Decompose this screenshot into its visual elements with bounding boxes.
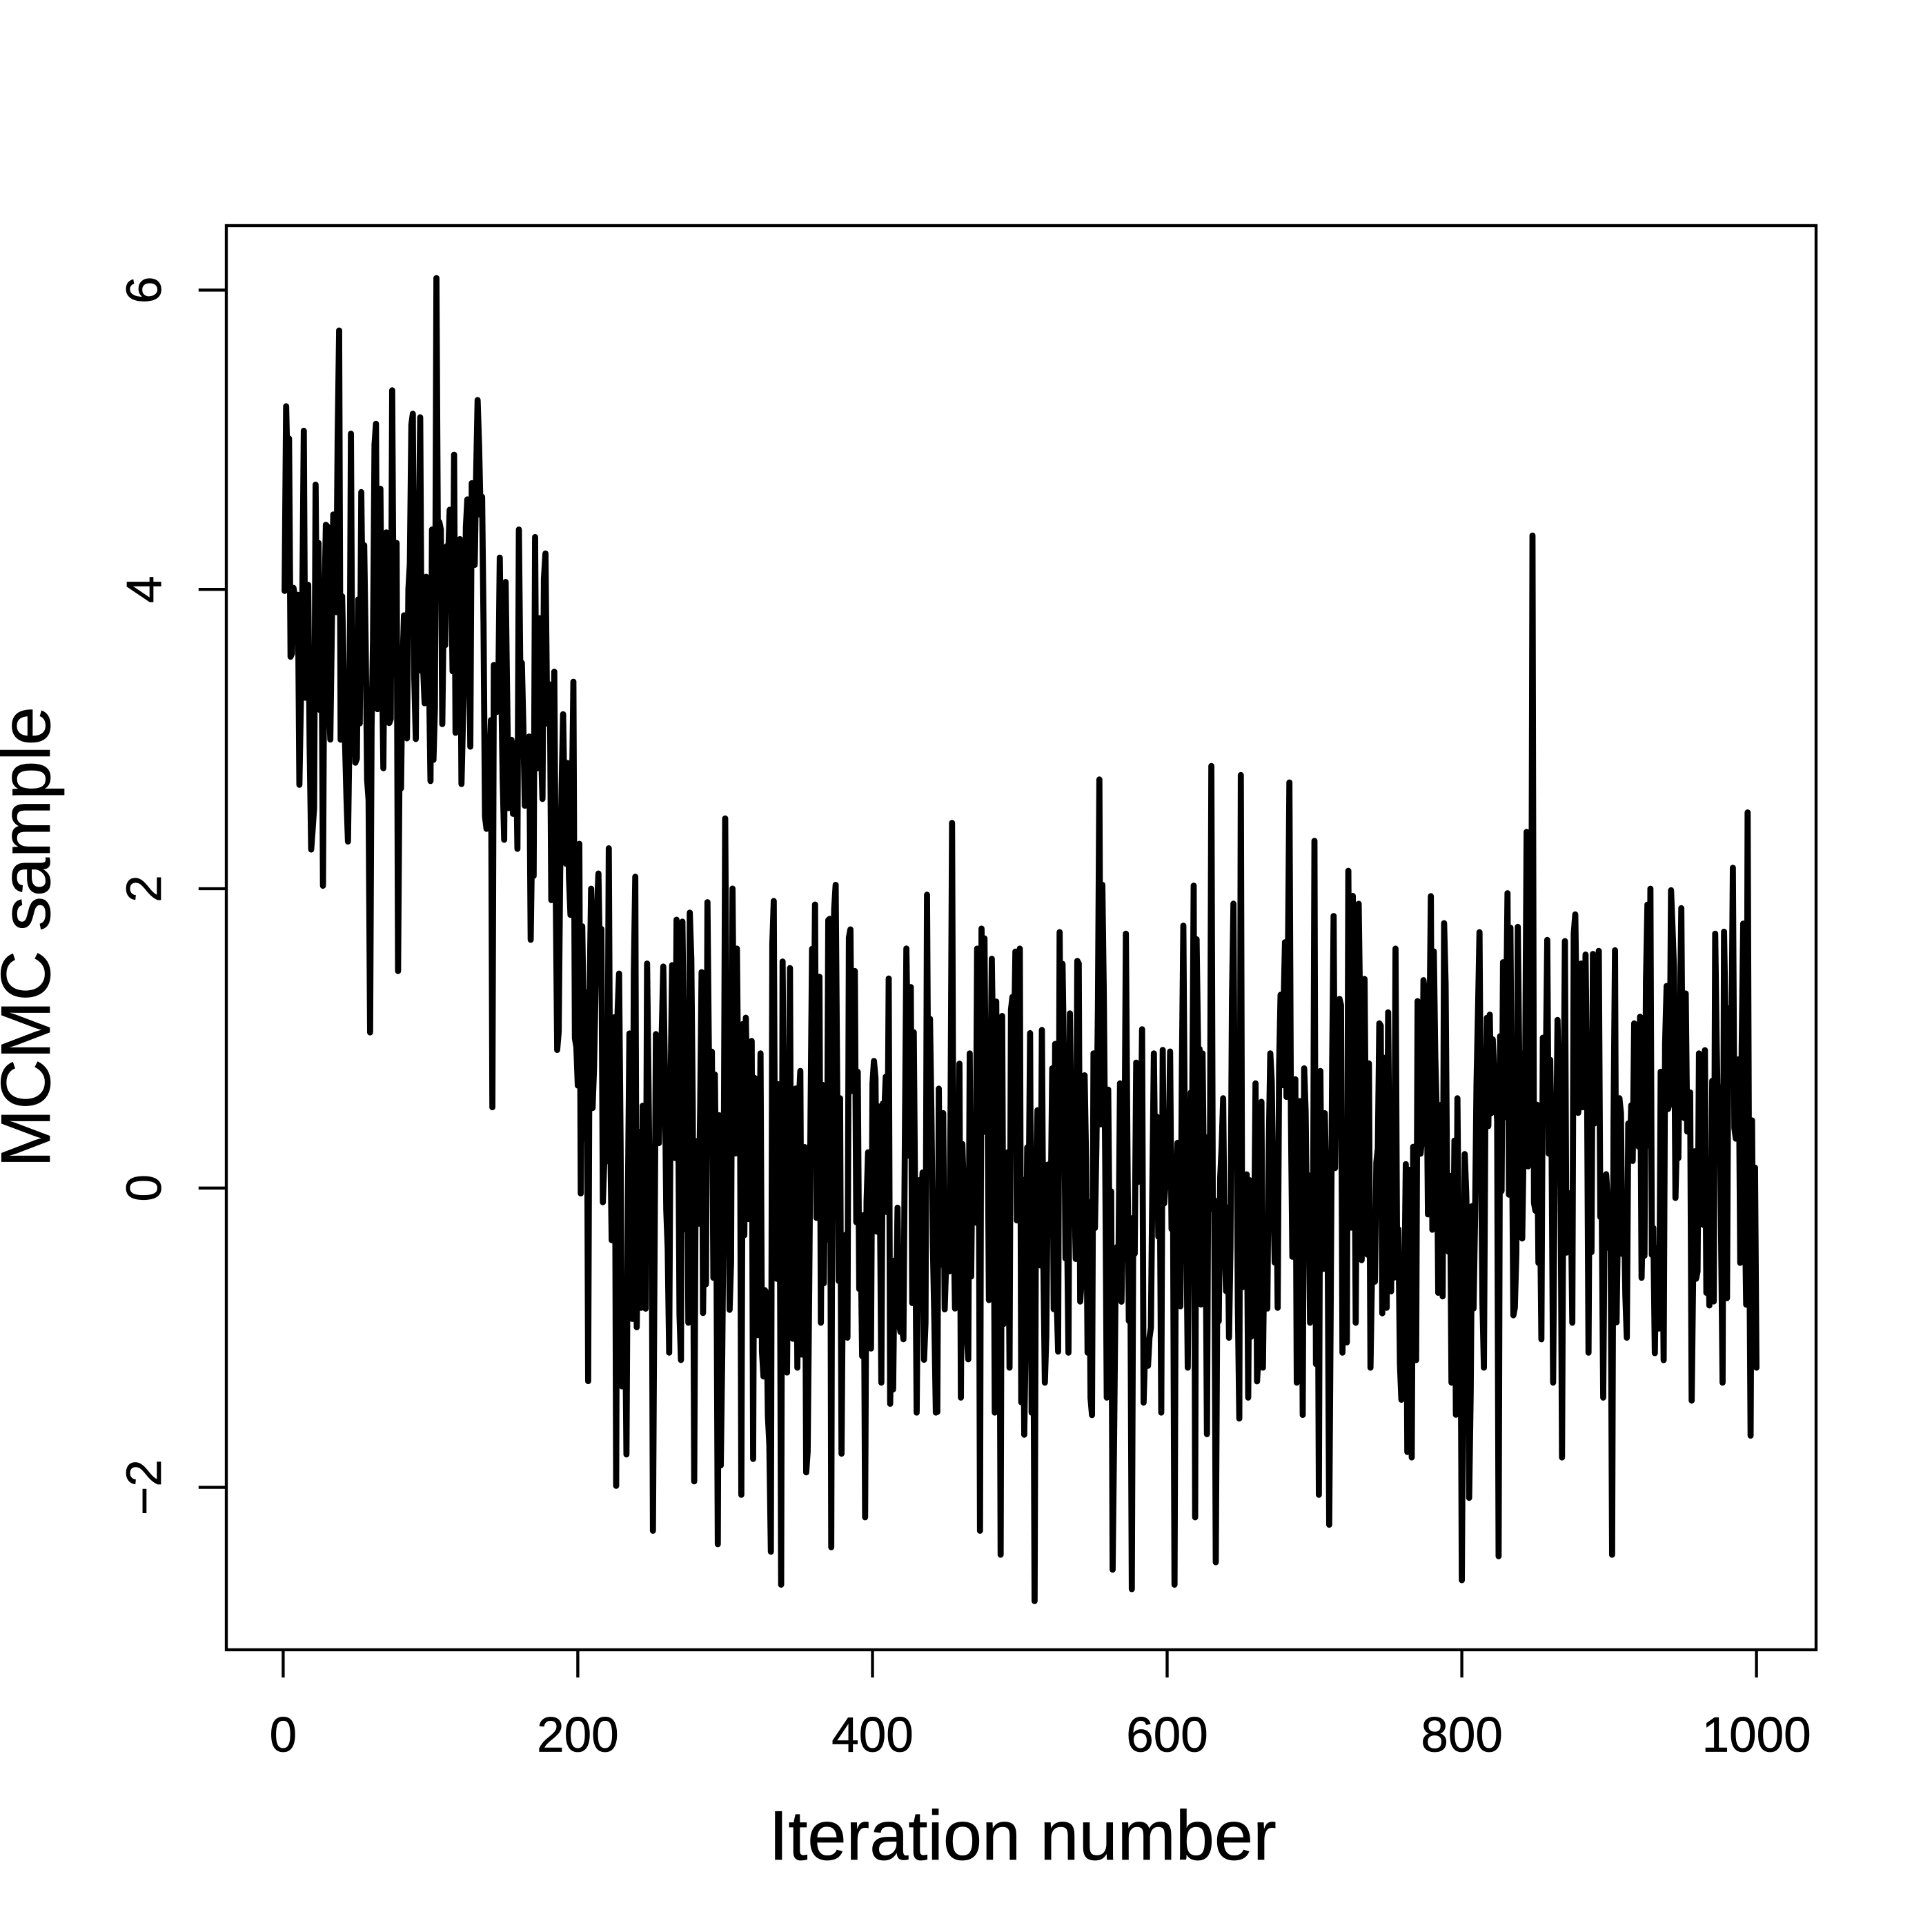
svg-text:800: 800 bbox=[1421, 1708, 1502, 1763]
svg-text:6: 6 bbox=[117, 277, 172, 304]
svg-text:−2: −2 bbox=[117, 1459, 172, 1515]
svg-text:Iteration number: Iteration number bbox=[769, 1797, 1276, 1875]
svg-text:400: 400 bbox=[831, 1708, 913, 1763]
svg-text:2: 2 bbox=[117, 875, 172, 903]
svg-text:600: 600 bbox=[1126, 1708, 1208, 1763]
svg-text:4: 4 bbox=[117, 575, 172, 603]
svg-text:MCMC sample: MCMC sample bbox=[0, 707, 65, 1167]
svg-text:1000: 1000 bbox=[1702, 1708, 1811, 1763]
svg-text:200: 200 bbox=[537, 1708, 618, 1763]
svg-text:0: 0 bbox=[117, 1174, 172, 1202]
svg-text:0: 0 bbox=[270, 1708, 297, 1763]
